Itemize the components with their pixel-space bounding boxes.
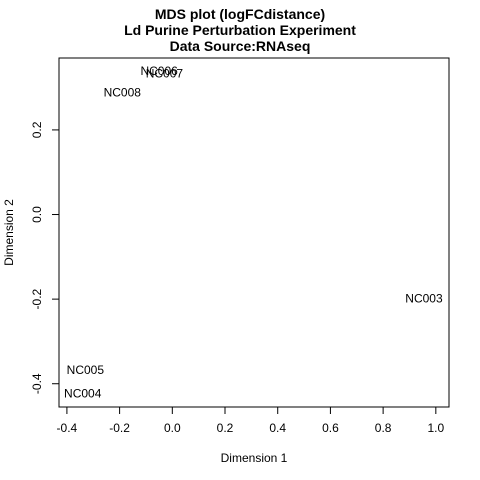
chart-title-group: MDS plot (logFCdistance)Ld Purine Pertur…	[124, 6, 356, 54]
y-tick-label: 0.0	[30, 206, 44, 223]
point-label-nc007: NC007	[146, 67, 184, 81]
x-tick-label: -0.2	[109, 421, 130, 435]
y-tick-label: -0.2	[30, 288, 44, 309]
x-axis-label: Dimension 1	[221, 451, 288, 465]
chart-title-line: MDS plot (logFCdistance)	[155, 6, 325, 22]
plot-frame	[58, 57, 450, 408]
x-tick-label: 0.0	[164, 421, 181, 435]
point-label-nc003: NC003	[405, 291, 443, 305]
x-axis: -0.4 -0.2 0.0 0.2 0.4 0.6 0.8 1.0	[57, 406, 444, 435]
chart-title-line: Ld Purine Perturbation Experiment	[124, 22, 356, 38]
x-tick-label: 1.0	[427, 421, 444, 435]
y-axis: -0.4 -0.2 0.0 0.2	[30, 121, 60, 394]
x-tick-label: 0.6	[322, 421, 339, 435]
x-tick-label: 0.4	[269, 421, 286, 435]
y-axis-label: Dimension 2	[2, 199, 16, 266]
x-tick-label: 0.2	[217, 421, 234, 435]
y-tick-label: -0.4	[30, 373, 44, 394]
chart-title-line: Data Source:RNAseq	[170, 38, 311, 54]
x-tick-label: 0.8	[375, 421, 392, 435]
point-label-nc006: NC006	[140, 64, 178, 78]
x-tick-label: -0.4	[57, 421, 78, 435]
point-label-nc008: NC008	[104, 86, 142, 100]
y-tick-label: 0.2	[30, 121, 44, 138]
point-label-nc004: NC004	[64, 386, 102, 400]
point-label-nc005: NC005	[67, 363, 105, 377]
